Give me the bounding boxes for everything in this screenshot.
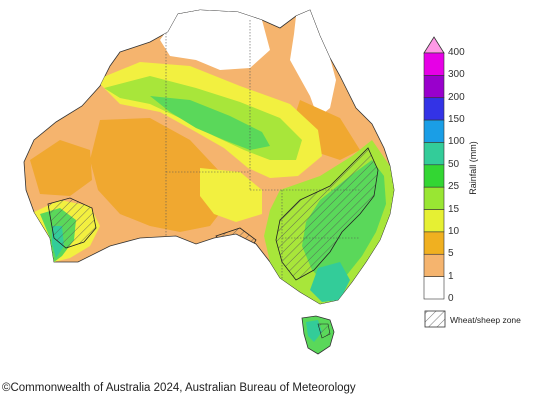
legend-swatch-0 bbox=[423, 276, 445, 300]
tasmania-zone bbox=[317, 323, 331, 339]
legend-tick-label: 5 bbox=[448, 248, 454, 260]
legend-swatch-50 bbox=[423, 142, 445, 166]
tasmania-teal bbox=[306, 320, 322, 342]
wheat-sheep-zone-east bbox=[275, 147, 379, 281]
copyright-text: ©Commonwealth of Australia 2024, Austral… bbox=[2, 382, 356, 394]
legend-tick-label: 200 bbox=[448, 91, 465, 103]
victoria-teal bbox=[310, 262, 350, 302]
legend-swatch-10 bbox=[423, 209, 445, 233]
legend-swatch-300 bbox=[423, 52, 445, 76]
cape-york-nodata bbox=[290, 10, 336, 118]
legend-tick-label: 1 bbox=[448, 270, 454, 282]
legend-title: Rainfall (mm) bbox=[468, 141, 478, 195]
central-yellow-patch bbox=[200, 168, 262, 222]
legend-tick-label: 150 bbox=[448, 114, 465, 126]
legend-swatch-5 bbox=[423, 231, 445, 255]
legend-swatch-15 bbox=[423, 186, 445, 210]
wheat-sheep-zone-west bbox=[47, 197, 97, 249]
legend-swatch-1 bbox=[423, 253, 445, 277]
legend-tick-label: 300 bbox=[448, 69, 465, 81]
legend-swatch-150 bbox=[423, 97, 445, 121]
nw-deep-orange bbox=[30, 140, 92, 196]
tasmania bbox=[301, 315, 335, 355]
legend-tick-label: 25 bbox=[448, 181, 460, 193]
legend-tick-label: 50 bbox=[448, 158, 460, 170]
australia-mainland bbox=[23, 9, 395, 305]
legend-swatch-100 bbox=[423, 119, 445, 143]
legend-hatch-swatch bbox=[424, 310, 446, 328]
legend-tick-label: 0 bbox=[448, 293, 454, 304]
legend-colorbar bbox=[423, 36, 445, 300]
legend-swatch-25 bbox=[423, 164, 445, 188]
legend-tick-label: 15 bbox=[448, 203, 460, 215]
legend-tick-label: 400 bbox=[448, 47, 465, 58]
top-end-nodata bbox=[160, 10, 270, 70]
legend-hatch-label: Wheat/sheep zone bbox=[450, 315, 521, 325]
legend-tick-label: 10 bbox=[448, 225, 460, 237]
legend-swatch-above-400 bbox=[423, 36, 445, 54]
legend-swatch-200 bbox=[423, 75, 445, 99]
central-deep-orange bbox=[90, 118, 230, 232]
green-inner-band bbox=[150, 96, 270, 150]
state-borders bbox=[165, 20, 360, 280]
legend-tick-label: 100 bbox=[448, 136, 465, 148]
